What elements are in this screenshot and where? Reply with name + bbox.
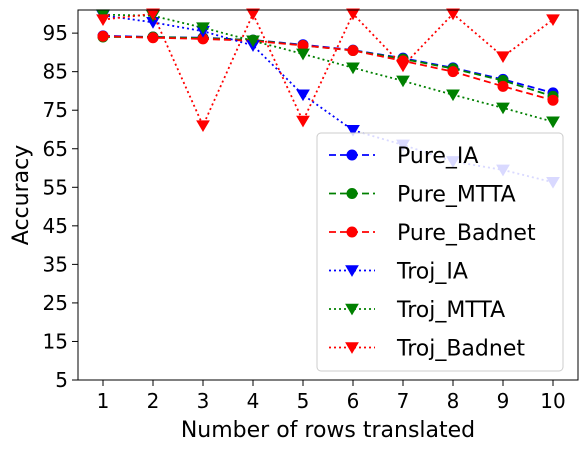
y-tick-label: 95 [43,21,68,45]
plot-frame [77,9,579,381]
data-point-troj-badnet [96,14,110,27]
legend-label-pure-badnet: Pure_Badnet [397,221,536,246]
legend-item-pure-ia: Pure_IA [329,144,478,169]
data-point-troj-ia [296,89,310,102]
legend: Pure_IA Pure_MTTA Pure_Badnet Troj_IA Troj_M… [316,132,564,372]
legend-item-troj-ia: Troj_IA [329,260,468,285]
legend-marker-troj-badnet [345,342,359,354]
data-point-pure-badnet [97,30,109,42]
plot-area [96,8,560,189]
series-troj-badnet [96,8,560,133]
data-point-troj-mtta [196,22,210,35]
data-point-troj-mtta [546,116,560,129]
data-point-troj-mtta [396,75,410,88]
data-point-pure-badnet [497,80,509,92]
y-tick-label: 15 [43,329,68,353]
legend-item-pure-badnet: Pure_Badnet [329,221,536,246]
legend-marker-troj-mtta [345,303,359,316]
data-point-pure-badnet [547,94,559,106]
data-point-troj-mtta [496,102,510,115]
x-tick-label: 10 [540,389,565,413]
legend-marker-pure-badnet [346,226,358,238]
x-tick-label: 9 [497,389,510,413]
legend-label-troj-badnet: Troj_Badnet [396,337,525,362]
y-tick-label: 75 [43,98,68,122]
data-point-troj-badnet [496,51,510,64]
x-tick-label: 4 [247,389,260,413]
y-tick-label: 25 [43,291,68,315]
data-point-troj-mtta [346,62,360,75]
legend-label-troj-ia: Troj_IA [396,260,468,285]
y-tick-label: 65 [43,137,68,161]
data-point-troj-badnet [546,14,560,27]
data-point-troj-badnet [196,120,210,133]
legend-marker-pure-mtta [346,188,358,199]
x-tick-label: 2 [147,389,160,413]
y-tick-label: 5 [55,368,68,392]
data-point-troj-badnet [346,8,360,21]
y-axis: 5 15 25 35 45 55 65 75 85 95 [43,21,78,392]
y-tick-label: 55 [43,175,68,199]
x-tick-label: 5 [297,389,310,413]
series-line-troj-ia [102,14,554,184]
x-axis: 1 2 3 4 5 6 7 8 9 10 [97,380,566,413]
data-point-troj-mtta [246,35,260,48]
legend-item-pure-mtta: Pure_MTTA [329,183,516,208]
data-point-troj-mtta [296,48,310,61]
x-tick-label: 3 [197,389,210,413]
legend-marker-pure-ia [346,149,358,161]
x-tick-label: 8 [447,389,460,413]
legend-box [316,132,564,372]
legend-marker-troj-ia [345,265,359,277]
y-tick-label: 85 [43,60,68,84]
series-line-troj-mtta [102,13,554,123]
data-point-troj-badnet [396,60,410,73]
legend-item-troj-badnet: Troj_Badnet [329,337,525,362]
x-tick-label: 6 [347,389,360,413]
data-point-troj-badnet [446,8,460,21]
y-tick-label: 35 [43,252,68,276]
data-point-pure-badnet [147,32,159,44]
x-tick-label: 1 [97,389,110,413]
data-point-troj-badnet [246,8,260,21]
y-tick-label: 45 [43,214,68,238]
data-point-pure-badnet [447,66,459,78]
legend-label-troj-mtta: Troj_MTTA [396,298,505,323]
legend-label-pure-mtta: Pure_MTTA [397,183,516,208]
data-point-troj-badnet [146,8,160,21]
x-tick-label: 7 [397,389,410,413]
series-line-pure-badnet [102,35,554,102]
x-axis-title: Number of rows translated [181,418,475,443]
legend-label-pure-ia: Pure_IA [397,144,478,169]
data-point-troj-ia [346,124,360,137]
legend-item-troj-mtta: Troj_MTTA [329,298,505,323]
data-point-troj-mtta [446,89,460,102]
data-point-troj-badnet [296,115,310,128]
y-axis-title: Accuracy [9,145,34,245]
series-line-troj-badnet [102,11,554,128]
data-point-pure-badnet [347,44,359,56]
